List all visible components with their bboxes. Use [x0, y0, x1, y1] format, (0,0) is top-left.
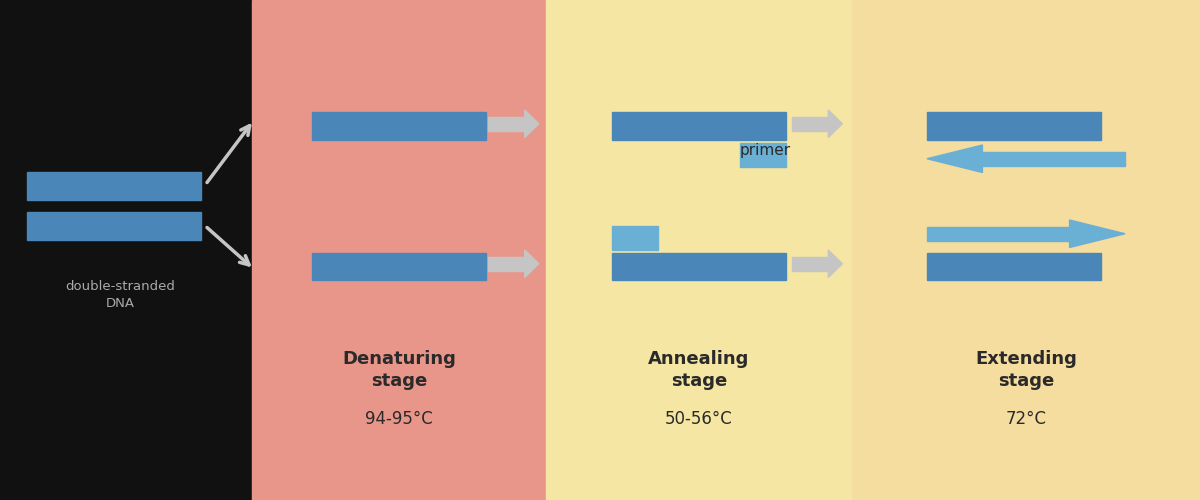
- Polygon shape: [1069, 220, 1126, 248]
- Bar: [252, 0, 546, 500]
- Polygon shape: [828, 110, 842, 138]
- Bar: [852, 0, 1200, 500]
- Text: 72°C: 72°C: [1006, 410, 1046, 428]
- Polygon shape: [928, 145, 983, 172]
- Bar: [928, 226, 1069, 241]
- Text: Denaturing
stage: Denaturing stage: [342, 350, 456, 390]
- Text: double-stranded
DNA: double-stranded DNA: [65, 280, 175, 310]
- Bar: [792, 256, 828, 271]
- Bar: [612, 226, 658, 250]
- Bar: [312, 252, 486, 280]
- Bar: [488, 116, 524, 131]
- Text: Annealing
stage: Annealing stage: [648, 350, 750, 390]
- Text: 50-56°C: 50-56°C: [665, 410, 733, 428]
- Bar: [28, 172, 202, 200]
- Text: 94-95°C: 94-95°C: [365, 410, 433, 428]
- Bar: [612, 252, 786, 280]
- Bar: [792, 116, 828, 131]
- Bar: [546, 0, 852, 500]
- Bar: [312, 112, 486, 140]
- Text: primer: primer: [739, 142, 791, 158]
- Polygon shape: [524, 250, 539, 278]
- Bar: [928, 112, 1102, 140]
- Bar: [488, 256, 524, 271]
- Bar: [0, 0, 252, 500]
- Bar: [28, 212, 202, 240]
- Bar: [740, 142, 786, 167]
- Bar: [928, 252, 1102, 280]
- Polygon shape: [828, 250, 842, 278]
- Polygon shape: [524, 110, 539, 138]
- Bar: [983, 152, 1126, 166]
- Bar: [612, 112, 786, 140]
- Text: Extending
stage: Extending stage: [976, 350, 1076, 390]
